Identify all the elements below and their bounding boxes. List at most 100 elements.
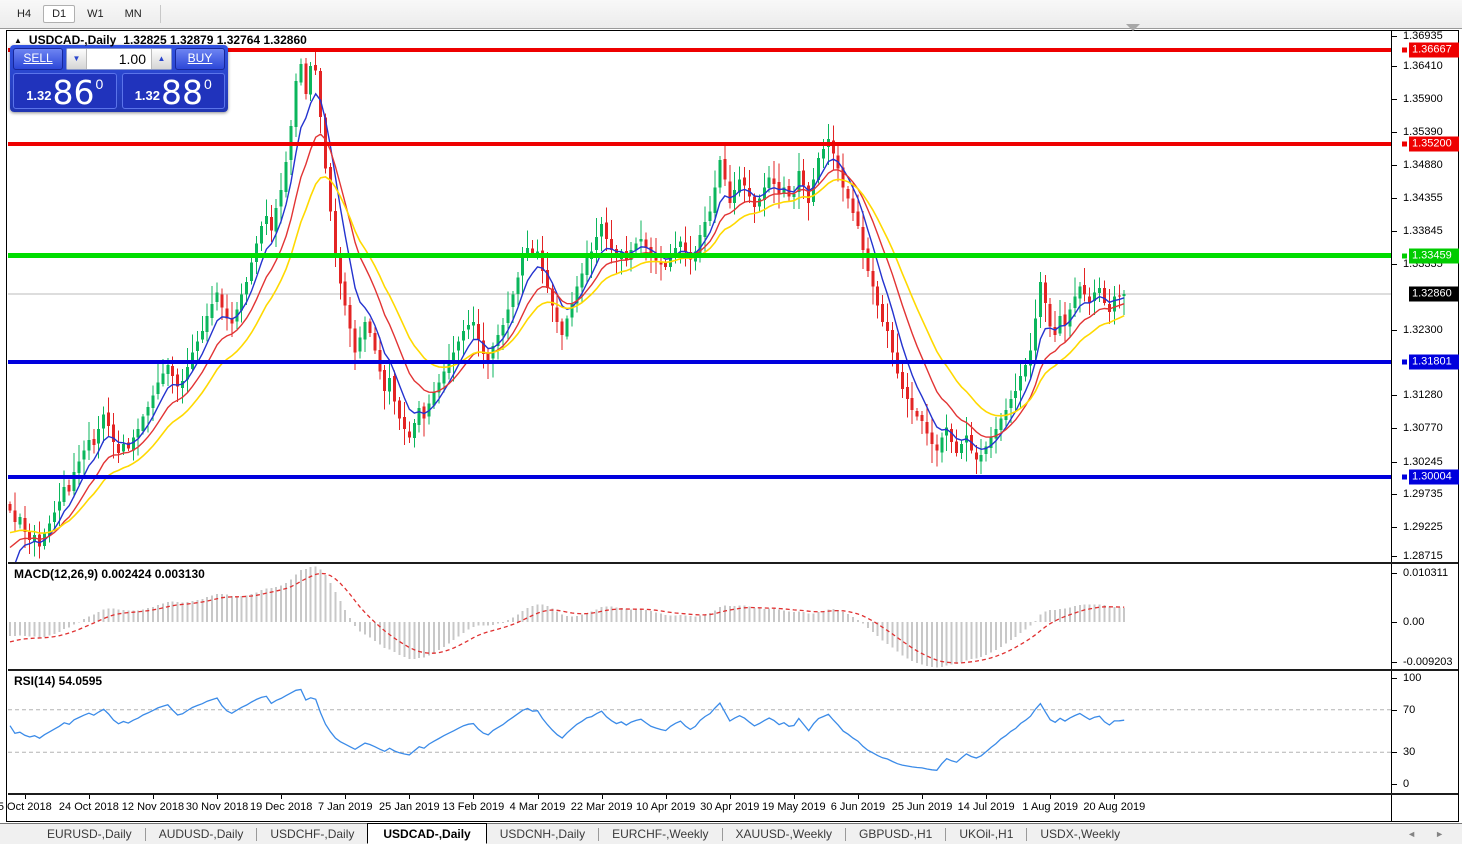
- sell-price-big: 86: [52, 73, 95, 112]
- toolbar-divider: [159, 5, 161, 23]
- level-line: [8, 475, 1391, 480]
- time-tick-label: 6 Jun 2019: [830, 801, 886, 813]
- trade-panel-controls: SELL ▼ ▲ BUY: [13, 48, 225, 70]
- time-tick-label: 5 Oct 2018: [0, 801, 52, 813]
- chart-tab-usdcad[interactable]: USDCAD-,Daily: [367, 822, 487, 844]
- chart-tab-audusd[interactable]: AUDUSD-,Daily: [158, 827, 244, 841]
- one-click-trade-panel: SELL ▼ ▲ BUY 1.32 86 0 1.32 88 0: [10, 45, 228, 112]
- sell-button[interactable]: SELL: [13, 48, 63, 70]
- rsi-tick-label: 30: [1403, 746, 1416, 759]
- time-tick-label: 19 Dec 2018: [249, 801, 313, 813]
- price-tick-label: 1.35390: [1403, 125, 1443, 138]
- price-tick-label: 1.34355: [1403, 192, 1443, 205]
- trade-panel-prices: 1.32 86 0 1.32 88 0: [13, 73, 225, 109]
- tab-divider: [721, 827, 723, 841]
- timeframe-button-w1[interactable]: W1: [87, 8, 104, 20]
- time-tick: [281, 795, 283, 799]
- horizontal-level-lines: [8, 48, 1391, 480]
- price-tick-label: 1.28715: [1403, 550, 1443, 562]
- price-tick: [1392, 99, 1397, 101]
- chart-tab-xauusd[interactable]: XAUUSD-,Weekly: [735, 827, 832, 841]
- price-tick: [1392, 526, 1397, 528]
- time-tick-label: 20 Aug 2019: [1083, 801, 1146, 813]
- axis-border: [1391, 31, 1392, 821]
- time-tick-label: 7 Jan 2019: [318, 801, 373, 813]
- volume-input[interactable]: [87, 49, 151, 69]
- macd-signal-line: [9, 572, 1125, 664]
- time-tick: [793, 795, 795, 799]
- price-tick: [1392, 66, 1397, 68]
- price-level-badge: 1.33459: [1409, 248, 1459, 264]
- sell-price-prefix: 1.32: [26, 88, 52, 103]
- time-tick: [729, 795, 731, 799]
- ma-line-20: [9, 176, 1125, 534]
- rsi-tick: [1392, 678, 1397, 679]
- price-tick: [1392, 263, 1397, 265]
- volume-increase-icon[interactable]: ▲: [151, 49, 171, 69]
- macd-tick: [1392, 622, 1397, 623]
- level-line: [8, 359, 1391, 364]
- chart-tab-usdcnh[interactable]: USDCNH-,Daily: [499, 827, 586, 841]
- time-tick-label: 13 Feb 2019: [442, 801, 505, 813]
- buy-price-display[interactable]: 1.32 88 0: [121, 73, 225, 109]
- collapse-trade-panel-icon[interactable]: ▲: [14, 35, 22, 45]
- chart-title: ▲ USDCAD-,Daily 1.32825 1.32879 1.32764 …: [14, 33, 307, 47]
- ma-line-12: [9, 133, 1125, 549]
- time-tick: [217, 795, 219, 799]
- buy-button[interactable]: BUY: [175, 48, 225, 70]
- time-tick: [1114, 795, 1116, 799]
- volume-decrease-icon[interactable]: ▼: [67, 49, 87, 69]
- level-line-anchor: [1402, 47, 1407, 53]
- rsi-tick: [1392, 784, 1397, 785]
- rsi-tick-label: 100: [1403, 672, 1422, 684]
- chart-tab-eurchf[interactable]: EURCHF-,Weekly: [612, 827, 709, 841]
- pane-separator[interactable]: [8, 669, 1458, 671]
- chart-tab-usdx[interactable]: USDX-,Weekly: [1040, 827, 1121, 841]
- chart-tab-gbpusd[interactable]: GBPUSD-,H1: [859, 827, 933, 841]
- rsi-line: [9, 688, 1125, 771]
- level-line: [8, 253, 1391, 259]
- sell-price-display[interactable]: 1.32 86 0: [13, 73, 117, 109]
- current-price-line: [8, 293, 1391, 295]
- time-tick-label: 30 Apr 2019: [700, 801, 760, 813]
- macd-histogram: [9, 566, 1126, 668]
- chart-tab-bar: ◄ ► EURUSD-,Daily AUDUSD-,Daily USDCHF-,Da…: [0, 822, 1462, 844]
- tab-divider: [945, 827, 947, 841]
- rsi-tick-label: 0: [1403, 778, 1410, 790]
- timeframe-button-h4[interactable]: H4: [17, 8, 32, 20]
- price-tick: [1392, 230, 1397, 232]
- chart-tab-eurusd[interactable]: EURUSD-,Daily: [47, 827, 132, 841]
- tab-scroll-left-icon[interactable]: ◄: [1407, 829, 1416, 839]
- chart-tab-usdchf[interactable]: USDCHF-,Daily: [270, 827, 355, 841]
- time-tick-label: 19 May 2019: [762, 801, 826, 813]
- level-line-anchor: [1402, 474, 1407, 480]
- price-tick-label: 1.36410: [1403, 60, 1443, 73]
- chart-tab-ukoil[interactable]: UKOil-,H1: [959, 827, 1014, 841]
- price-level-badge: 1.32860: [1409, 286, 1459, 302]
- price-tick: [1392, 329, 1397, 331]
- tab-scroll-right-icon[interactable]: ►: [1435, 829, 1444, 839]
- macd-tick-label: -0.009203: [1403, 656, 1453, 668]
- timeframe-button-d1[interactable]: D1: [43, 5, 76, 23]
- macd-pane[interactable]: [8, 565, 1391, 669]
- price-tick: [1392, 494, 1397, 496]
- time-tick-label: 10 Apr 2019: [636, 801, 696, 813]
- price-tick: [1392, 36, 1397, 37]
- tab-divider: [1026, 827, 1028, 841]
- time-tick: [24, 795, 26, 799]
- time-tick: [986, 795, 988, 799]
- price-tick-label: 1.35900: [1403, 93, 1443, 106]
- macd-tick-label: 0.00: [1403, 616, 1425, 628]
- rsi-pane[interactable]: [8, 672, 1391, 793]
- candlesticks: [8, 50, 1126, 559]
- time-tick-label: 14 Jul 2019: [957, 801, 1015, 813]
- pane-separator[interactable]: [8, 562, 1458, 564]
- price-tick-label: 1.30770: [1403, 421, 1443, 434]
- macd-tick: [1392, 662, 1397, 663]
- time-tick-label: 12 Nov 2018: [121, 801, 185, 813]
- price-tick-label: 1.34880: [1403, 158, 1443, 171]
- price-chart-pane[interactable]: [8, 33, 1391, 562]
- timeframe-button-mn[interactable]: MN: [124, 8, 142, 20]
- chart-ohlc-readout: 1.32825 1.32879 1.32764 1.32860: [123, 33, 307, 47]
